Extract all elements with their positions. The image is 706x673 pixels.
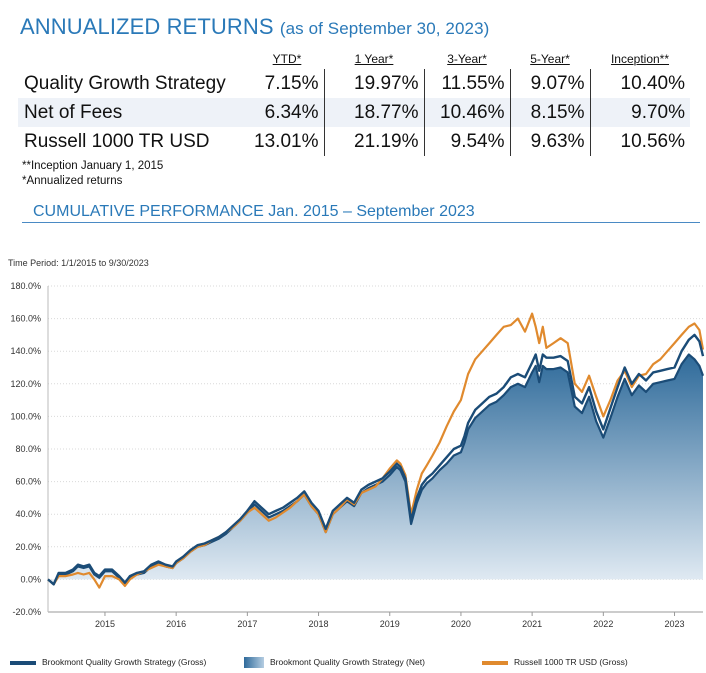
row-label: Russell 1000 TR USD [24, 130, 210, 152]
table-cell: 6.34% [250, 98, 325, 127]
table-cell: 19.97% [324, 69, 425, 98]
row-label: Net of Fees [18, 98, 250, 127]
table-cell: 10.40% [620, 72, 685, 94]
page-title: ANNUALIZED RETURNS (as of September 30, … [20, 14, 489, 40]
legend-item-gross: Brookmont Quality Growth Strategy (Gross… [10, 657, 206, 667]
table-row: Russell 1000 TR USD 13.01% 21.19% 9.54% … [18, 127, 690, 156]
y-tick-label: 60.0% [15, 477, 41, 487]
legend-item-russell: Russell 1000 TR USD (Gross) [482, 657, 628, 667]
table-row: Quality Growth Strategy 7.15% 19.97% 11.… [18, 69, 690, 98]
x-tick-label: 2021 [522, 619, 542, 629]
footnote-annualized: *Annualized returns [22, 175, 123, 187]
y-tick-label: 140.0% [10, 346, 41, 356]
column-header: 5-Year* [530, 52, 570, 66]
x-tick-label: 2017 [237, 619, 257, 629]
legend-label: Brookmont Quality Growth Strategy (Net) [270, 657, 425, 667]
column-header: YTD* [272, 52, 302, 66]
table-cell: 8.15% [510, 98, 591, 127]
y-tick-label: 180.0% [10, 281, 41, 291]
table-row: Net of Fees 6.34% 18.77% 10.46% 8.15% 9.… [18, 98, 690, 127]
y-tick-label: 40.0% [15, 509, 41, 519]
column-header: Inception** [610, 52, 670, 66]
table-cell: 7.15% [250, 69, 325, 98]
x-tick-label: 2020 [451, 619, 471, 629]
x-tick-label: 2023 [665, 619, 685, 629]
series-gross-line [47, 333, 705, 586]
y-tick-label: 100.0% [10, 411, 41, 421]
legend-label: Brookmont Quality Growth Strategy (Gross… [42, 657, 207, 667]
table-cell: 10.56% [620, 130, 685, 152]
row-label: Quality Growth Strategy [24, 72, 226, 94]
legend-swatch-gross [10, 660, 36, 665]
table-cell: 9.54% [424, 127, 511, 156]
column-header: 1 Year* [354, 52, 394, 66]
table-cell: 13.01% [250, 127, 325, 156]
table-header-row: YTD* 1 Year* 3-Year* 5-Year* Inception** [18, 52, 690, 69]
legend-swatch-net [244, 657, 264, 669]
x-tick-label: 2018 [309, 619, 329, 629]
returns-table: YTD* 1 Year* 3-Year* 5-Year* Inception**… [18, 52, 690, 156]
y-tick-label: 160.0% [10, 314, 41, 324]
x-tick-label: 2016 [166, 619, 186, 629]
y-tick-label: -20.0% [12, 607, 41, 617]
table-cell: 10.46% [424, 98, 511, 127]
table-cell: 11.55% [424, 69, 511, 98]
header-blank [18, 52, 250, 69]
footnote-inception: **Inception January 1, 2015 [22, 160, 164, 172]
table-cell: 9.07% [510, 69, 591, 98]
legend-swatch-russell [482, 660, 508, 665]
title-sub: (as of September 30, 2023) [279, 19, 490, 38]
table-cell: 21.19% [324, 127, 425, 156]
column-header: 3-Year* [447, 52, 487, 66]
legend-label: Russell 1000 TR USD (Gross) [514, 657, 628, 667]
y-tick-label: 0.0% [20, 574, 41, 584]
series-net-area [48, 354, 703, 585]
y-tick-label: 120.0% [10, 379, 41, 389]
x-tick-label: 2019 [380, 619, 400, 629]
y-tick-label: 80.0% [15, 444, 41, 454]
table-cell: 9.70% [590, 98, 690, 127]
performance-chart: -20.0% 0.0% 20.0% 40.0% 60.0% 80.0% 100.0% 120.… [10, 281, 705, 629]
chart-title: CUMULATIVE PERFORMANCE Jan. 2015 – Septe… [33, 203, 475, 220]
y-tick-label: 20.0% [15, 542, 41, 552]
x-tick-label: 2022 [593, 619, 613, 629]
table-cell: 18.77% [324, 98, 425, 127]
legend-item-net: Brookmont Quality Growth Strategy (Net) [244, 657, 425, 669]
x-tick-label: 2015 [95, 619, 115, 629]
table-cell: 9.63% [510, 127, 591, 156]
title-main: ANNUALIZED RETURNS [20, 14, 274, 39]
time-period-label: Time Period: 1/1/2015 to 9/30/2023 [8, 258, 149, 268]
title-divider [22, 222, 700, 223]
